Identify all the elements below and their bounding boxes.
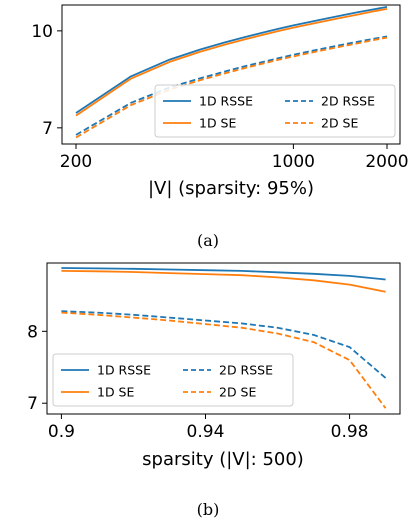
chart-a-series-line [75,8,388,117]
chart-b-series-line [61,270,386,293]
chart-b: 0.9 0.94 0.98 7 8 1D RSSE 1D SE 2D RSSE 2D SE s… [27,262,401,519]
chart-b-series-line [61,310,387,379]
chart-b-ytick-label: 8 [27,322,38,342]
chart-b-xtick-label: 0.94 [187,422,225,442]
chart-a-series-line [75,6,388,114]
chart-a-legend: 1D RSSE 1D SE 2D RSSE 2D SE [154,84,396,138]
chart-a-xlabel: |V| (sparsity: 95%) [148,178,314,199]
chart-b-lines [61,267,387,409]
chart-b-legend-label: 1D SE [97,385,134,400]
chart-b-series-line [61,267,386,281]
chart-b-legend-label: 2D RSSE [219,363,273,378]
chart-b-xtick-label: 0.9 [48,422,75,442]
chart-a-xtick-label: 2000 [365,152,408,172]
chart-b-xlabel: sparsity (|V|: 500) [142,449,304,470]
chart-b-xtick-label: 0.98 [331,422,369,442]
chart-b-legend-label: 2D SE [219,385,256,400]
chart-a-caption: (a) [197,231,219,250]
chart-b-legend: 1D RSSE 1D SE 2D RSSE 2D SE [52,353,294,407]
chart-a-legend-label: 2D RSSE [321,94,375,109]
chart-a-legend-label: 1D RSSE [199,94,253,109]
chart-a-legend-label: 2D SE [321,116,358,131]
chart-b-legend-box [52,353,294,407]
chart-b-ticks: 0.9 0.94 0.98 7 8 [27,322,368,442]
chart-a-xtick-label: 1000 [272,152,315,172]
chart-a-legend-box [154,84,396,138]
chart-a-ytick-label: 10 [31,22,53,42]
chart-a-frame [61,4,401,145]
chart-b-ytick-label: 7 [27,394,38,414]
chart-a-ytick-label: 7 [42,119,53,139]
chart-b-legend-label: 1D RSSE [97,363,151,378]
chart-a-legend-label: 1D SE [199,116,236,131]
chart-a-ticks: 200 1000 2000 7 10 [31,22,408,172]
chart-b-series-line [61,311,387,409]
chart-b-frame [46,262,401,415]
chart-a-xtick-label: 200 [60,152,92,172]
chart-b-caption: (b) [197,500,220,519]
